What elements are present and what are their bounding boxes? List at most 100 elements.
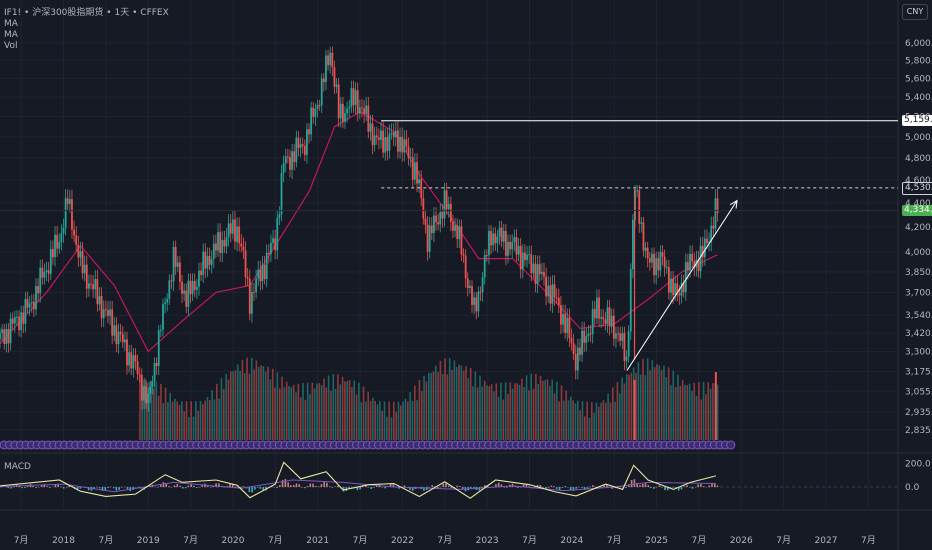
- last-price-tag: 4,334.2: [902, 204, 932, 216]
- candle: [572, 343, 575, 354]
- volume-bar: [204, 400, 206, 440]
- volume-bar: [604, 402, 607, 440]
- interval: 1天: [114, 8, 130, 18]
- candle: [352, 88, 355, 105]
- volume-bar: [313, 388, 316, 440]
- macd-histogram-bar: [403, 485, 406, 488]
- volume-bar: [577, 400, 579, 440]
- candle: [155, 362, 158, 366]
- candle: [325, 55, 327, 83]
- candle: [348, 107, 351, 109]
- candle: [274, 238, 277, 251]
- macd-histogram-bar: [65, 487, 68, 488]
- macd-histogram-bar: [664, 487, 666, 491]
- candle: [159, 329, 162, 331]
- volume-bar: [225, 373, 227, 440]
- macd-histogram-bar: [431, 485, 433, 488]
- volume-bar: [246, 357, 248, 440]
- volume-bar: [472, 386, 474, 440]
- volume-bar: [523, 387, 526, 440]
- macd-histogram-bar: [495, 484, 497, 488]
- volume-bar: [558, 401, 560, 440]
- macd-histogram-bar: [672, 487, 675, 488]
- candle: [373, 135, 376, 146]
- macd-histogram-bar: [547, 487, 550, 488]
- candle: [466, 278, 469, 288]
- candle: [540, 271, 543, 275]
- candle: [392, 132, 395, 138]
- volume-bar: [264, 371, 267, 440]
- candle: [257, 269, 260, 279]
- volume-bar: [418, 380, 421, 440]
- macd-histogram-bar: [680, 487, 683, 490]
- macd-histogram-bar: [165, 483, 168, 488]
- volume-bar: [563, 400, 565, 440]
- macd-histogram-bar: [18, 485, 21, 488]
- volume-bar: [229, 371, 232, 440]
- candle: [420, 179, 423, 199]
- volume-bar: [199, 400, 202, 440]
- volume-bar: [339, 384, 342, 440]
- volume-bar: [621, 377, 623, 440]
- volume-bar: [509, 382, 512, 440]
- candle: [11, 318, 14, 324]
- volume-bar: [544, 380, 547, 440]
- candle: [18, 316, 20, 331]
- volume-bar: [304, 399, 307, 440]
- volume-bar: [276, 372, 279, 440]
- volume-bar: [493, 391, 495, 440]
- indicator-vol[interactable]: Vol: [4, 41, 18, 51]
- candle: [716, 198, 719, 214]
- instrument-title: 沪深300股指期货: [32, 8, 104, 18]
- macd-histogram-bar: [170, 487, 173, 488]
- candle: [538, 264, 541, 275]
- volume-bar: [267, 366, 269, 440]
- volume-bar: [614, 401, 616, 440]
- macd-label[interactable]: MACD: [4, 462, 31, 472]
- candle: [20, 312, 23, 331]
- candle: [117, 331, 120, 345]
- volume-bar: [420, 391, 423, 440]
- macd-histogram-bar: [290, 485, 292, 488]
- macd-histogram-bar: [251, 487, 253, 493]
- candle: [166, 298, 169, 303]
- time-axis-tick: 7月: [268, 535, 283, 546]
- candle: [426, 224, 429, 252]
- indicator-ma-1[interactable]: MA: [4, 19, 18, 29]
- candle: [28, 303, 31, 308]
- macd-histogram-bar: [215, 483, 217, 488]
- volume-bar: [360, 402, 363, 440]
- volume-bar: [211, 390, 213, 440]
- candle: [371, 123, 374, 146]
- macd-histogram-bar: [583, 487, 586, 491]
- indicator-ma-2[interactable]: MA: [4, 30, 18, 40]
- volume-bar: [372, 397, 374, 440]
- candle: [670, 278, 672, 293]
- volume-bar: [716, 384, 719, 440]
- macd-histogram-bar: [434, 486, 436, 488]
- time-axis-tick: 7月: [776, 535, 791, 546]
- candle: [631, 219, 634, 270]
- macd-histogram-bar: [428, 486, 431, 488]
- time-axis-tick: 2023: [476, 536, 499, 546]
- candle: [223, 240, 226, 247]
- candle: [236, 226, 238, 242]
- currency-button[interactable]: CNY: [902, 4, 928, 20]
- candle: [162, 304, 164, 330]
- price-axis-tick: 2,935.0: [905, 408, 932, 418]
- candle: [316, 105, 319, 109]
- candle: [104, 309, 107, 311]
- candle: [583, 330, 586, 343]
- macd-histogram-bar: [636, 482, 639, 488]
- volume-bar: [441, 373, 444, 440]
- macd-histogram-bar: [326, 482, 328, 488]
- macd-histogram-bar: [375, 485, 378, 488]
- macd-histogram-bar: [445, 482, 447, 488]
- candle: [217, 232, 219, 251]
- candle: [703, 238, 706, 258]
- candle: [526, 254, 528, 261]
- volume-bar: [430, 372, 432, 440]
- candle: [183, 290, 186, 294]
- macd-histogram-bar: [603, 484, 605, 488]
